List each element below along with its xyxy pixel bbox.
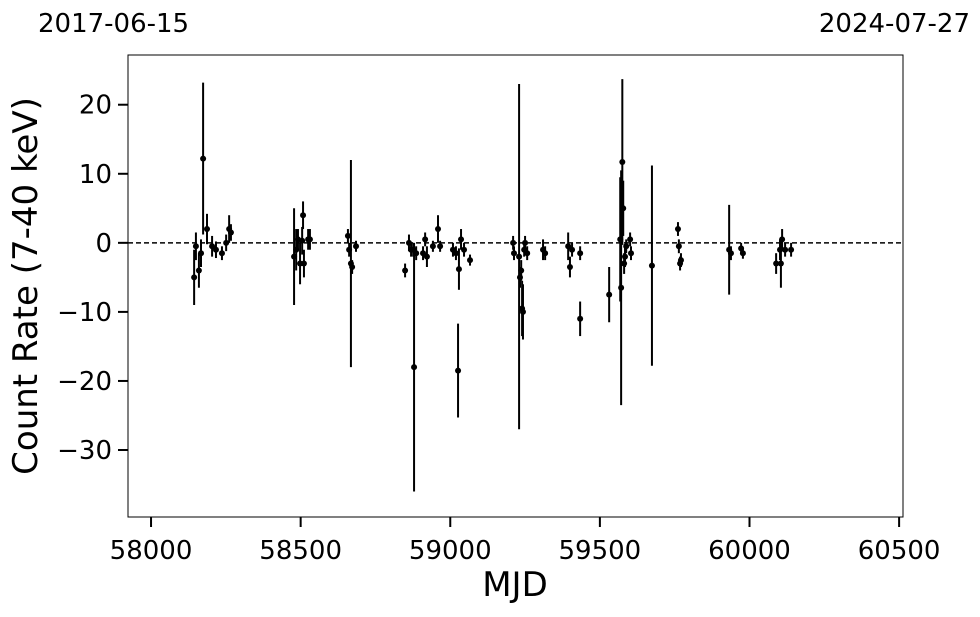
y-axis-label: Count Rate (7-40 keV) (6, 97, 46, 475)
data-point (429, 243, 436, 250)
data-point (455, 367, 462, 374)
data-point (299, 237, 306, 244)
data-point (516, 253, 523, 260)
data-point (628, 250, 635, 257)
data-point (203, 226, 210, 233)
data-point (218, 250, 225, 257)
data-point (522, 239, 529, 246)
data-point (344, 232, 351, 239)
x-tick-label: 60500 (858, 536, 941, 566)
data-point (300, 212, 307, 219)
data-point (420, 250, 427, 257)
x-tick-label: 58500 (259, 536, 342, 566)
plot-frame (127, 54, 904, 518)
data-point (192, 243, 199, 250)
top-right-label: 2024-07-27 (819, 9, 970, 39)
data-point (437, 243, 444, 250)
data-point (519, 308, 526, 315)
data-point (627, 236, 634, 243)
x-axis-label: MJD (482, 565, 548, 605)
y-tick-label: −30 (57, 436, 112, 466)
data-point (191, 274, 198, 281)
data-point (622, 253, 629, 260)
data-point (577, 315, 584, 322)
data-point (566, 264, 573, 271)
data-point (200, 155, 207, 162)
data-point (455, 266, 462, 273)
x-tick-label: 59500 (559, 536, 642, 566)
data-point (300, 260, 307, 267)
data-point (620, 205, 627, 212)
data-point (458, 236, 465, 243)
data-point (413, 250, 420, 257)
data-point (511, 250, 518, 257)
y-tick-label: 10 (79, 160, 112, 190)
data-point (675, 243, 682, 250)
y-tick-label: −20 (57, 367, 112, 397)
data-point (606, 291, 613, 298)
data-point (648, 262, 655, 269)
data-point (510, 239, 517, 246)
data-point (777, 260, 784, 267)
data-point (577, 250, 584, 257)
data-point (452, 250, 459, 257)
data-point (423, 253, 430, 260)
data-point (773, 260, 780, 267)
data-point (518, 267, 525, 274)
data-point (782, 246, 789, 253)
data-point (677, 257, 684, 264)
data-point (618, 284, 625, 291)
data-point (402, 267, 409, 274)
data-point (569, 246, 576, 253)
data-point (195, 267, 202, 274)
data-point (524, 250, 531, 257)
data-point (467, 257, 474, 264)
data-point (306, 236, 313, 243)
data-point (212, 246, 219, 253)
data-point (461, 246, 468, 253)
top-left-label: 2017-06-15 (38, 9, 189, 39)
data-point (739, 250, 746, 257)
data-point (353, 243, 360, 250)
data-point (422, 236, 429, 243)
data-point (227, 229, 234, 236)
data-point (223, 239, 230, 246)
x-tick-label: 59000 (409, 536, 492, 566)
data-point (788, 246, 795, 253)
data-point (727, 250, 734, 257)
data-point (565, 243, 572, 250)
data-point (349, 264, 356, 271)
data-point (674, 226, 681, 233)
y-tick-label: 0 (95, 229, 112, 259)
data-point (411, 364, 418, 371)
data-point (619, 159, 626, 166)
data-point (542, 250, 549, 257)
y-tick-label: −10 (57, 298, 112, 328)
y-tick-label: 20 (79, 91, 112, 121)
data-point (435, 226, 441, 233)
data-point (209, 243, 216, 250)
data-point (623, 243, 630, 250)
data-point (779, 236, 786, 243)
data-point (198, 250, 205, 257)
x-tick-label: 60000 (708, 536, 791, 566)
x-tick-label: 58000 (110, 536, 193, 566)
